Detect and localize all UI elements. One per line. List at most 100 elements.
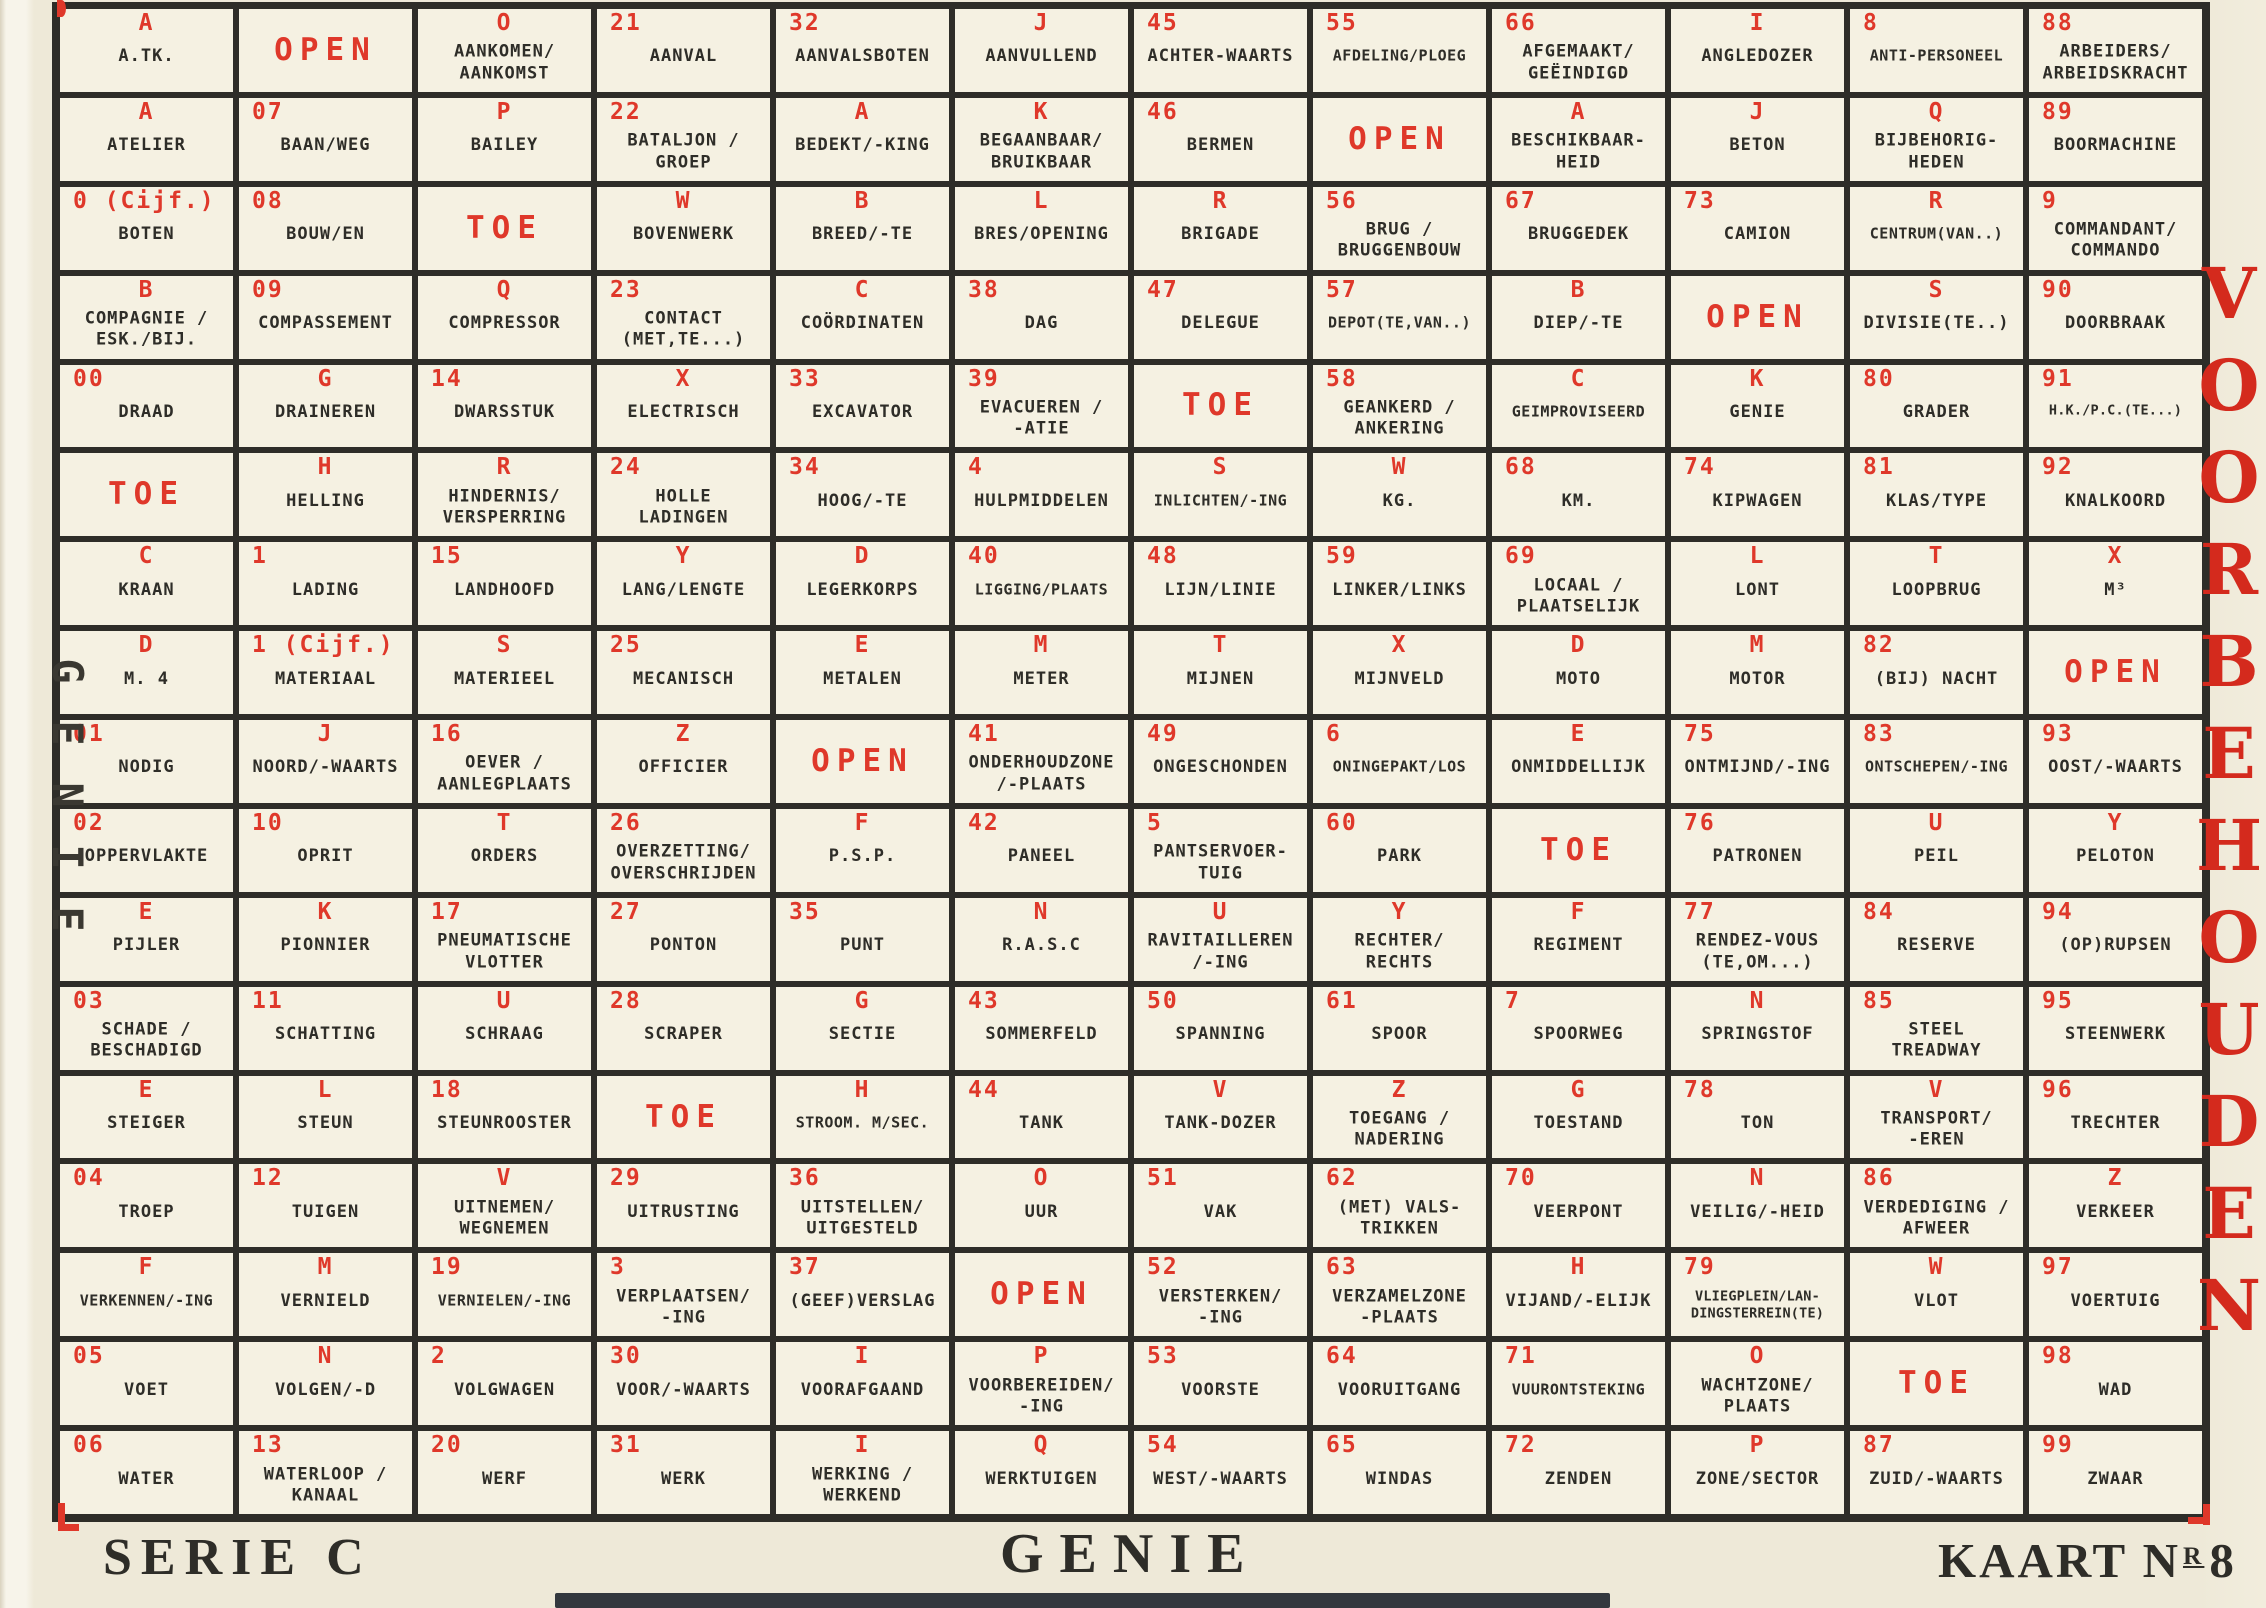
cell-code: 74 (1684, 454, 1716, 481)
grid-cell: 55 AFDELING/PLOEG (1310, 6, 1489, 95)
grid-cell: O WACHTZONE/ PLAATS (1668, 1339, 1847, 1429)
grid-cell: 96 TRECHTER (2026, 1072, 2205, 1162)
cell-code: R (1928, 187, 1945, 214)
cell-code: S (1928, 276, 1945, 303)
special-word: TOE (108, 476, 185, 513)
cell-term: AFGEMAAKT/ GEËINDIGD (1522, 41, 1635, 84)
cell-code: 52 (1147, 1254, 1179, 1281)
cell-code: 56 (1326, 187, 1358, 214)
cell-term: WAD (2098, 1379, 2133, 1400)
cell-code: 68 (1505, 454, 1537, 481)
cell-code: 16 (431, 721, 463, 748)
grid-cell: U PEIL (1847, 805, 2026, 895)
cell-term: ANGLEDOZER (1701, 46, 1814, 67)
grid-cell: OPEN (952, 1250, 1131, 1340)
grid-cell: 16 OEVER / AANLEGPLAATS (415, 717, 594, 806)
cell-code: O (496, 10, 513, 36)
cell-term: ONTSCHEPEN/-ING (1865, 757, 2008, 776)
grid-cell: OPEN (1310, 94, 1489, 184)
cell-code: W (1928, 1254, 1945, 1281)
cell-code: Q (1033, 1432, 1050, 1459)
cell-code: 19 (431, 1254, 463, 1281)
cell-term: TANK (1019, 1112, 1064, 1133)
grid-cell: 71 VUURONTSTEKING (1489, 1339, 1668, 1429)
grid-cell: 5 PANTSERVOER- TUIG (1131, 805, 1310, 895)
grid-cell: 25 MECANISCH (594, 628, 773, 718)
grid-cell: M METER (952, 628, 1131, 718)
cell-code: 08 (252, 187, 284, 214)
cell-term: AFDELING/PLOEG (1332, 46, 1467, 65)
cell-term: SCHATTING (274, 1023, 377, 1044)
cell-term: BOTEN (118, 223, 175, 244)
grid-cell: 18 STEUNROOSTER (415, 1072, 594, 1162)
cell-code: 61 (1326, 987, 1358, 1014)
footer-kaart-label: KAART NR 8 (1938, 1532, 2237, 1589)
cell-term: VERPLAATSEN/ -ING (616, 1286, 751, 1328)
grid-cell: 57 DEPOT(TE,VAN..) (1310, 272, 1489, 362)
cell-code: 07 (252, 98, 284, 125)
grid-cell: 35 PUNT (773, 894, 952, 984)
cell-code: 72 (1505, 1432, 1537, 1459)
grid-cell: 45 ACHTER-WAARTS (1131, 6, 1310, 95)
special-word: TOE (1540, 831, 1617, 868)
cell-term: DOORBRAAK (2064, 312, 2167, 333)
cell-term: KM. (1561, 490, 1596, 511)
cell-term: COMPAGNIE / ESK./BIJ. (84, 308, 209, 350)
cell-code: D (138, 632, 155, 659)
grid-cell: 08 BOUW/EN (236, 183, 415, 273)
grid-cell: 89 BOORMACHINE (2026, 94, 2205, 184)
grid-cell: 66 AFGEMAAKT/ GEËINDIGD (1489, 6, 1668, 95)
cell-code: X (675, 365, 692, 392)
cell-term: GRADER (1902, 401, 1971, 422)
grid-cell: A A.TK. (57, 6, 236, 95)
kaart-number: 8 (2209, 1533, 2237, 1588)
cell-code: X (1391, 632, 1408, 659)
grid-cell: L LONT (1668, 539, 1847, 629)
cell-code: 10 (252, 809, 284, 836)
cell-code: 37 (789, 1254, 821, 1281)
cell-code: 46 (1147, 98, 1179, 125)
cell-code: 05 (73, 1343, 105, 1370)
cell-term: PELOTON (2076, 846, 2155, 867)
cell-term: COMPASSEMENT (258, 312, 393, 333)
cell-term: H.K./P.C.(TE...) (2048, 402, 2183, 419)
cell-term: ZWAAR (2087, 1468, 2144, 1489)
cell-code: R (496, 454, 513, 481)
grid-cell: 20 WERF (415, 1428, 594, 1517)
grid-cell: 38 DAG (952, 272, 1131, 362)
cell-term: PATRONEN (1712, 846, 1803, 867)
kaart-sup: R (2182, 1541, 2205, 1571)
cell-code: 38 (968, 276, 1000, 303)
grid-cell: M MOTOR (1668, 628, 1847, 718)
cell-code: 02 (73, 809, 105, 836)
grid-cell: 11 SCHATTING (236, 983, 415, 1073)
cell-term: MIJNEN (1186, 668, 1255, 689)
grid-cell: E PIJLER (57, 894, 236, 984)
grid-cell: 53 VOORSTE (1131, 1339, 1310, 1429)
grid-cell: TOE (1489, 805, 1668, 895)
cell-term: BOUW/EN (286, 223, 365, 244)
cell-term: EVACUEREN / -ATIE (979, 397, 1104, 439)
grid-cell: 41 ONDERHOUDZONE /-PLAATS (952, 717, 1131, 806)
grid-cell: 99 ZWAAR (2026, 1428, 2205, 1517)
cell-code: 22 (610, 98, 642, 125)
grid-cell: 58 GEANKERD / ANKERING (1310, 361, 1489, 451)
cell-code: 32 (789, 10, 821, 36)
cell-code: T (1928, 543, 1945, 570)
grid-cell: 07 BAAN/WEG (236, 94, 415, 184)
cell-code: 92 (2042, 454, 2074, 481)
cell-term: METALEN (823, 668, 902, 689)
cell-term: BEGAANBAAR/ BRUIKBAAR (979, 130, 1104, 173)
cell-code: H (317, 454, 334, 481)
grid-cell: 05 VOET (57, 1339, 236, 1429)
grid-cell: G SECTIE (773, 983, 952, 1073)
grid-cell: TOE (57, 450, 236, 540)
cell-code: N (317, 1343, 334, 1370)
cell-term: ARBEIDERS/ ARBEIDSKRACHT (2042, 41, 2189, 84)
cell-term: VERSTERKEN/ -ING (1158, 1286, 1283, 1328)
cell-term: OPRIT (297, 846, 354, 867)
cell-code: L (1749, 543, 1766, 570)
cell-term: GEANKERD / ANKERING (1343, 397, 1456, 439)
cell-term: ZUID/-WAARTS (1869, 1468, 2004, 1489)
cell-code: 17 (431, 898, 463, 925)
